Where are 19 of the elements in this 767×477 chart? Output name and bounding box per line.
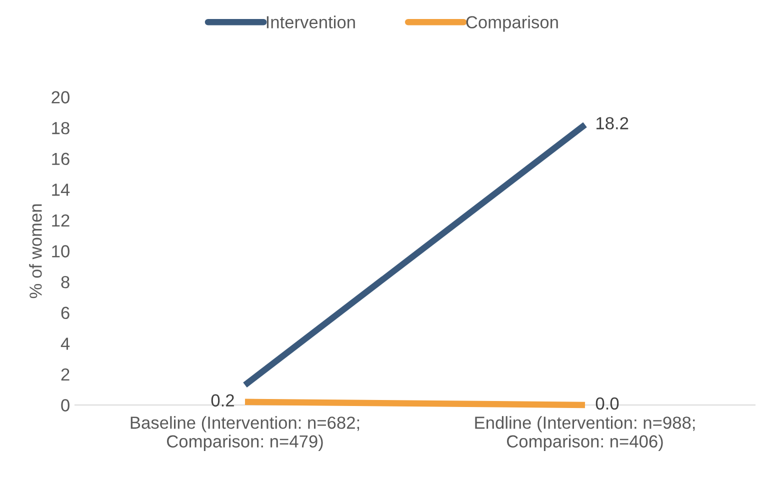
y-tick-label: 20: [52, 91, 70, 104]
y-tick-label: 12: [52, 214, 70, 226]
legend-label: Comparison: [466, 16, 558, 32]
y-tick-label: 6: [61, 306, 70, 320]
y-tick-label: 8: [61, 276, 70, 288]
y-tick-label: 16: [52, 152, 70, 166]
y-tick-label: 0: [61, 399, 70, 412]
data-label: 0.2: [211, 394, 234, 407]
y-tick-label: 18: [52, 122, 70, 134]
x-tick-label: Baseline (Intervention: n=682; Comparison: n=479): [130, 416, 360, 451]
y-tick-label: 14: [52, 184, 70, 196]
data-label: 0.0: [596, 397, 619, 410]
y-tick-label: 2: [61, 368, 70, 380]
y-tick-label: 10: [52, 245, 70, 258]
y-tick-label: 4: [60, 338, 70, 350]
legend-label: Intervention: [266, 16, 355, 28]
x-tick-label: Endline (Intervention: n=988; Comparison: n=406): [475, 416, 695, 451]
data-label: 18.2: [596, 117, 628, 130]
y-axis-title: % of women: [29, 204, 42, 298]
